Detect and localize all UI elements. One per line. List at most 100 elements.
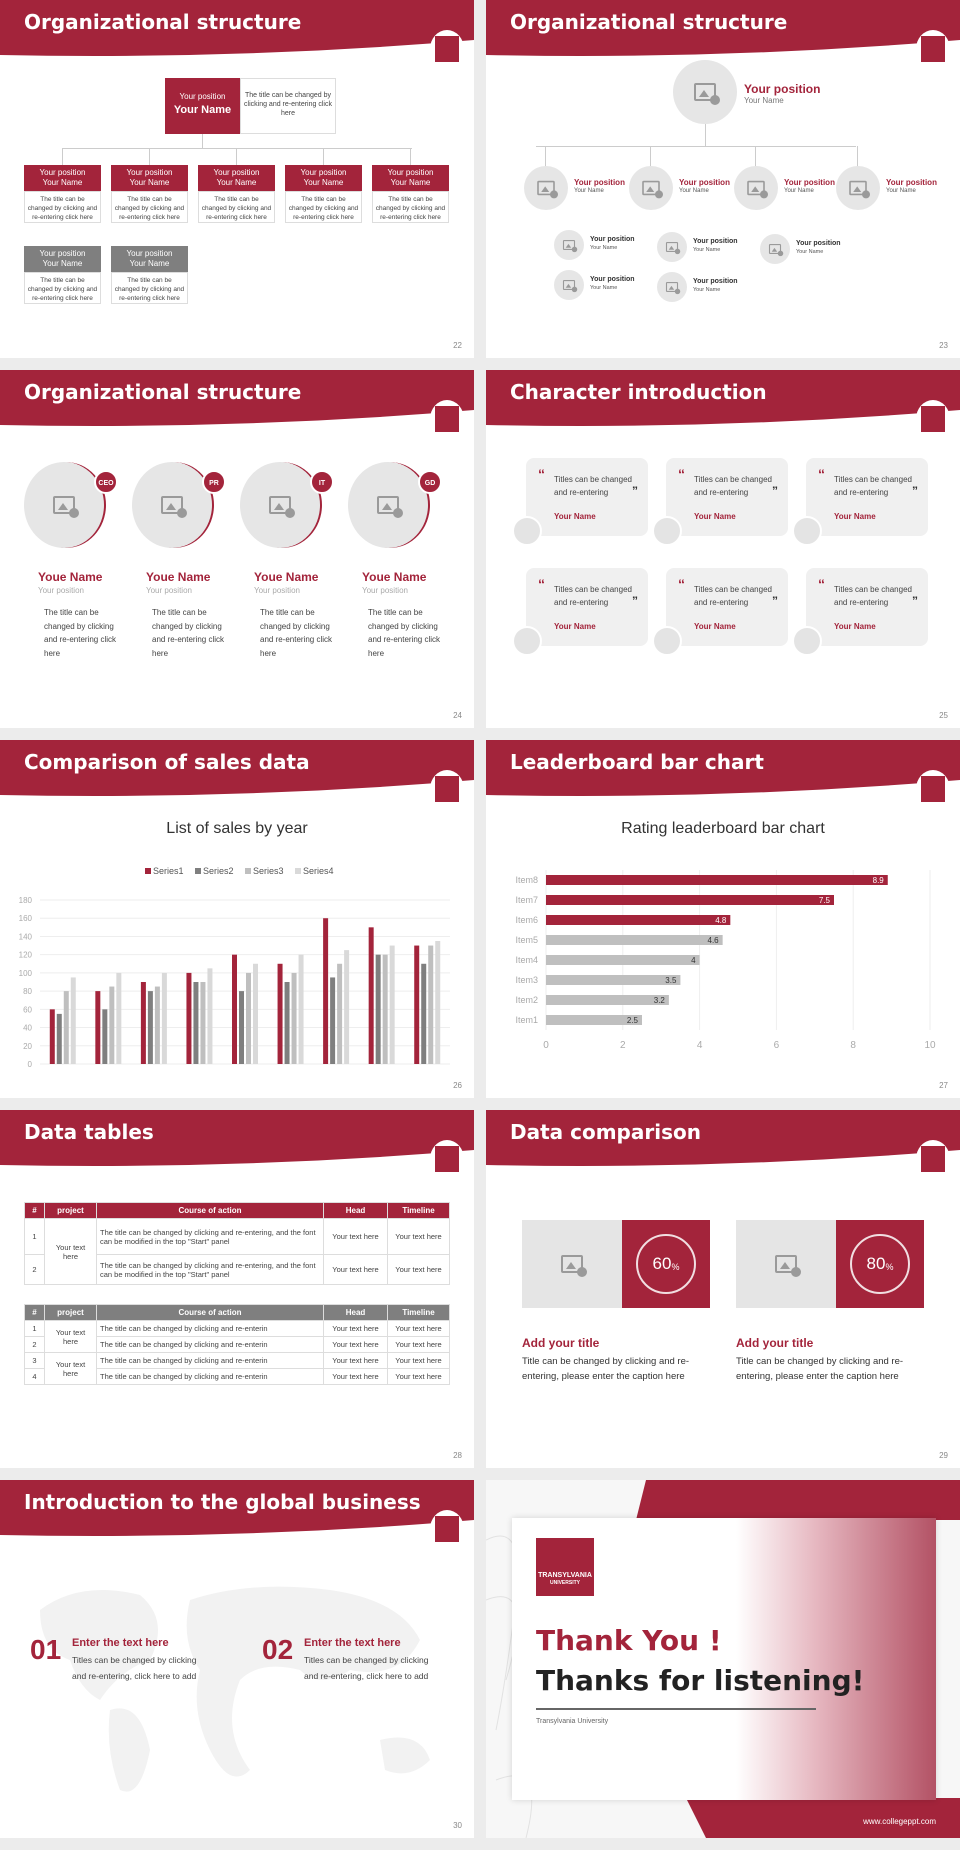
y-tick-label: Item4 — [515, 955, 538, 965]
slide-25[interactable]: Character introduction “” Titles can be c… — [486, 370, 960, 728]
top-photo[interactable] — [673, 60, 737, 124]
data-label: 4.6 — [708, 936, 720, 945]
level1-name: Your Name — [886, 188, 916, 194]
legend-label: Series2 — [203, 866, 234, 876]
image-placeholder[interactable] — [522, 1220, 622, 1308]
level2-photo[interactable] — [657, 272, 687, 302]
quote-close-icon: ” — [772, 594, 778, 608]
quote-card[interactable]: “ ” Titles can be changed and re-entering Y… — [666, 568, 788, 646]
org-box[interactable]: Your position Your Name — [198, 165, 275, 191]
quote-card[interactable]: “ ” Titles can be changed and re-entering Y… — [526, 458, 648, 536]
slide-thanks[interactable]: TRANSYLVANIA UNIVERSITY Thank You ! Thank… — [486, 1480, 960, 1838]
data-label: 4 — [691, 956, 696, 965]
bar — [253, 963, 258, 1064]
slide-23[interactable]: Organizational structure Your position Y… — [486, 0, 960, 358]
role-badge: PR — [202, 470, 226, 494]
level2-position: Your position — [590, 276, 635, 283]
person-position: Your position — [146, 586, 192, 595]
y-tick-label: 180 — [19, 896, 33, 905]
y-tick-label: 0 — [28, 1060, 33, 1069]
bar — [207, 968, 213, 1064]
org-box[interactable]: Your position Your Name — [372, 165, 449, 191]
person-photo[interactable] — [240, 462, 320, 548]
slide-28[interactable]: Data tables # project Course of action Head… — [0, 1110, 474, 1468]
bar — [546, 895, 834, 905]
person-photo[interactable] — [24, 462, 104, 548]
slide-27[interactable]: Leaderboard bar chart Rating leaderboard… — [486, 740, 960, 1098]
quote-card[interactable]: “ ” Titles can be changed and re-entering Y… — [526, 568, 648, 646]
leaderboard-bar-chart: 0 2 4 6 8 10 8.9 Item8 7.5 Item7 4.8 Item6 4.6 Item5 4… — [515, 870, 936, 1051]
x-tick-label: 4 — [697, 1040, 703, 1051]
bar — [246, 972, 251, 1064]
org-box[interactable]: Your position Your Name — [111, 246, 188, 272]
level2-photo[interactable] — [554, 230, 584, 260]
person-desc: The title can be changed by clicking and… — [44, 608, 117, 658]
level1-photo[interactable] — [629, 166, 673, 210]
level2-photo[interactable] — [760, 234, 790, 264]
slide-30[interactable]: Introduction to the global business 01 En… — [0, 1480, 474, 1838]
box-name: Your Name — [42, 259, 83, 268]
level1-position: Your position — [574, 178, 625, 187]
legend-swatch — [245, 868, 251, 874]
y-tick-label: 100 — [19, 969, 33, 978]
org-box[interactable]: Your position Your Name — [285, 165, 362, 191]
level1-photo[interactable] — [524, 166, 568, 210]
y-tick-label: 80 — [23, 987, 32, 996]
quote-card[interactable]: “ ” Titles can be changed and re-entering Y… — [806, 568, 928, 646]
top-position: Your position — [744, 82, 821, 96]
bar — [546, 955, 700, 965]
box-desc: The title can be changed by clicking and… — [111, 191, 188, 223]
item-number: 01 — [30, 1634, 62, 1665]
world-map-image — [40, 1586, 430, 1792]
bar — [95, 991, 101, 1064]
avatar-icon — [512, 626, 542, 656]
level1-photo[interactable] — [734, 166, 778, 210]
top-position: Your position — [179, 92, 226, 101]
slide-title: Data comparison — [510, 1120, 701, 1144]
image-placeholder[interactable] — [736, 1220, 836, 1308]
org-box[interactable]: Your position Your Name — [111, 165, 188, 191]
bar — [63, 991, 69, 1064]
data-label: 8.9 — [873, 876, 885, 885]
quote-card[interactable]: “ ” Titles can be changed and re-entering Y… — [806, 458, 928, 536]
quote-open-icon: “ — [818, 466, 825, 482]
slide-24[interactable]: Organizational structure CEO Youe Name You… — [0, 370, 474, 728]
person-photo[interactable] — [348, 462, 428, 548]
top-position-box[interactable]: Your position Your Name — [165, 78, 240, 134]
item-title: Enter the text here — [72, 1637, 169, 1649]
slide-29[interactable]: Data comparison 60% Add your title Title c… — [486, 1110, 960, 1468]
box-name: Your Name — [129, 178, 170, 187]
box-position: Your position — [39, 249, 86, 258]
chart-title: List of sales by year — [166, 820, 308, 837]
y-tick-label: 120 — [19, 951, 33, 960]
image-placeholder-icon — [768, 244, 784, 257]
percent-value: 60 — [652, 1254, 672, 1273]
university-logo-icon — [916, 400, 950, 438]
slide-26[interactable]: Comparison of sales data List of sales b… — [0, 740, 474, 1098]
image-placeholder-icon — [269, 496, 295, 518]
bar — [546, 1015, 642, 1025]
box-position: Your position — [126, 168, 173, 177]
person-position: Your position — [254, 586, 300, 595]
legend-label: Series3 — [253, 866, 284, 876]
box-desc: The title can be changed by clicking and… — [198, 191, 275, 223]
level2-name: Your Name — [693, 287, 721, 293]
org-box[interactable]: Your position Your Name — [24, 246, 101, 272]
bar — [421, 963, 427, 1064]
slide-header: Organizational structure — [0, 0, 474, 70]
quote-card[interactable]: “ ” Titles can be changed and re-entering Y… — [666, 458, 788, 536]
image-placeholder-icon — [665, 242, 681, 255]
person-photo[interactable] — [132, 462, 212, 548]
website-link[interactable]: www.collegeppt.com — [863, 1817, 936, 1826]
org-box[interactable]: Your position Your Name — [24, 165, 101, 191]
box-desc: The title can be changed by clicking and… — [285, 191, 362, 223]
university-logo-icon — [430, 1140, 464, 1178]
data-label: 7.5 — [819, 896, 831, 905]
x-tick-label: 6 — [774, 1040, 780, 1051]
slide-22[interactable]: Organizational structure Your position Yo… — [0, 0, 474, 358]
level1-photo[interactable] — [836, 166, 880, 210]
box-name: Your Name — [303, 178, 344, 187]
level2-photo[interactable] — [554, 270, 584, 300]
legend-label: Series1 — [153, 866, 184, 876]
level2-photo[interactable] — [657, 232, 687, 262]
